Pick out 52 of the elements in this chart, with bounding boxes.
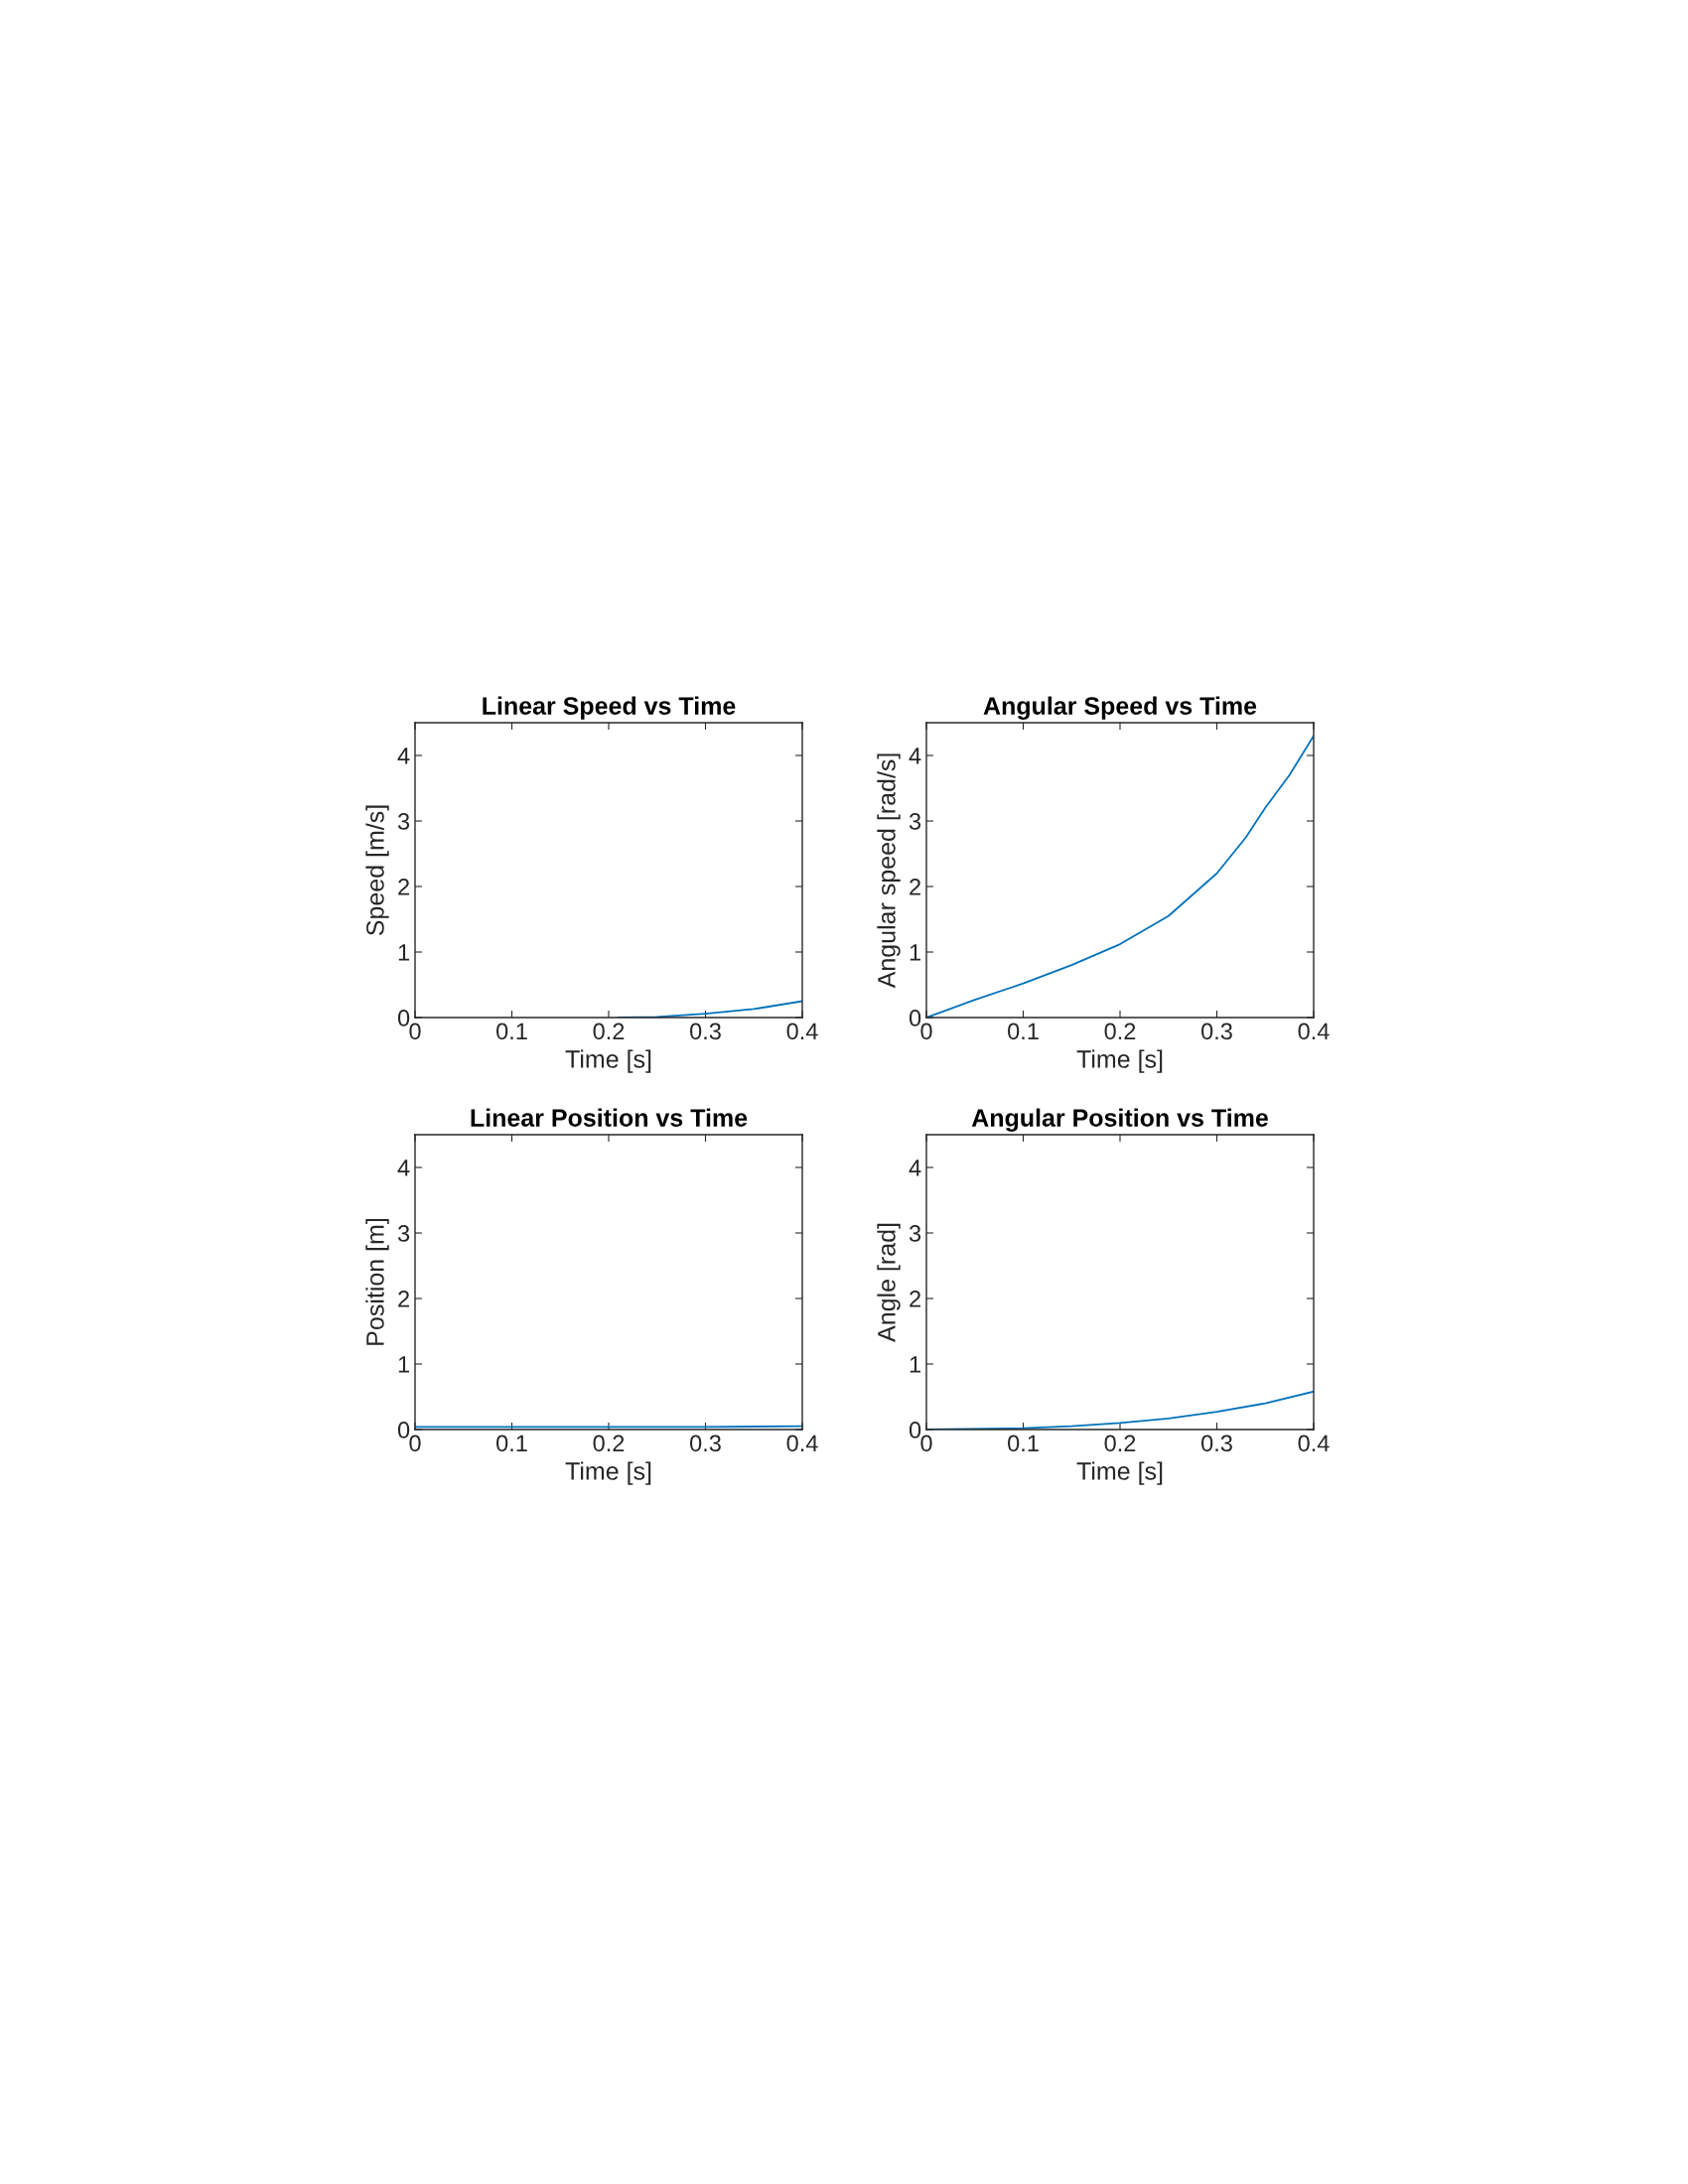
x-tick-label: 0.1 — [1008, 1023, 1039, 1040]
x-axis-title: Time [s] — [565, 1049, 651, 1073]
x-tick-label: 0 — [920, 1434, 932, 1452]
x-tick-label: 0.4 — [786, 1023, 818, 1040]
x-tick-label: 0 — [920, 1023, 932, 1040]
x-tick-label: 0.4 — [1298, 1434, 1330, 1452]
x-tick-label: 0.3 — [1201, 1434, 1232, 1452]
y-tick-label: 2 — [910, 1291, 920, 1307]
y-tick-label: 3 — [909, 1225, 921, 1242]
x-axis-title: Time [s] — [565, 1461, 651, 1485]
y-tick-label: 1 — [910, 944, 920, 961]
y-tick-label: 2 — [910, 879, 920, 895]
y-tick-label: 4 — [909, 748, 921, 764]
y-axis-title: Speed [m/s] — [365, 805, 389, 936]
x-tick-label: 0.4 — [1298, 1023, 1330, 1040]
y-tick-label: 1 — [910, 1356, 920, 1373]
x-tick-label: 0.1 — [1008, 1434, 1039, 1452]
chart-title: Angular Position vs Time — [971, 1108, 1268, 1132]
y-axis-title: Angular speed [rad/s] — [877, 753, 901, 989]
x-tick-label: 0.4 — [786, 1434, 818, 1452]
y-tick-label: 2 — [398, 1291, 409, 1307]
y-axis-title: Position [m] — [365, 1218, 389, 1345]
x-tick-label: 0.1 — [496, 1023, 527, 1040]
chart-title: Linear Position vs Time — [471, 1108, 748, 1127]
x-tick-label: 0.2 — [1104, 1023, 1136, 1040]
y-tick-label: 0 — [909, 1010, 921, 1026]
y-tick-label: 4 — [909, 1160, 921, 1176]
chart-title: Linear Speed vs Time — [483, 696, 736, 720]
x-tick-label: 0.1 — [496, 1434, 527, 1452]
y-tick-label: 1 — [398, 944, 409, 961]
x-tick-label: 0.3 — [690, 1434, 721, 1452]
x-tick-label: 0 — [409, 1434, 421, 1452]
y-tick-label: 3 — [397, 1225, 410, 1242]
x-axis-title: Time [s] — [1076, 1049, 1163, 1073]
y-tick-label: 3 — [909, 813, 921, 830]
chart-title: Angular Speed vs Time — [983, 696, 1257, 720]
y-axis-title: Angle [rad] — [877, 1223, 901, 1342]
y-tick-label: 4 — [397, 1160, 410, 1176]
x-tick-label: 0 — [409, 1023, 421, 1040]
y-tick-label: 0 — [397, 1422, 410, 1438]
y-tick-label: 1 — [398, 1356, 409, 1373]
x-tick-label: 0.3 — [1201, 1023, 1232, 1040]
x-tick-label: 0.2 — [593, 1023, 625, 1040]
y-tick-label: 0 — [397, 1010, 410, 1026]
y-tick-label: 4 — [397, 748, 410, 764]
x-tick-label: 0.2 — [593, 1434, 625, 1452]
y-tick-label: 3 — [397, 813, 410, 830]
x-tick-label: 0.2 — [1104, 1434, 1136, 1452]
x-axis-title: Time [s] — [1076, 1461, 1163, 1485]
x-tick-label: 0.3 — [690, 1023, 721, 1040]
y-tick-label: 2 — [398, 879, 409, 895]
y-tick-label: 0 — [909, 1422, 921, 1438]
